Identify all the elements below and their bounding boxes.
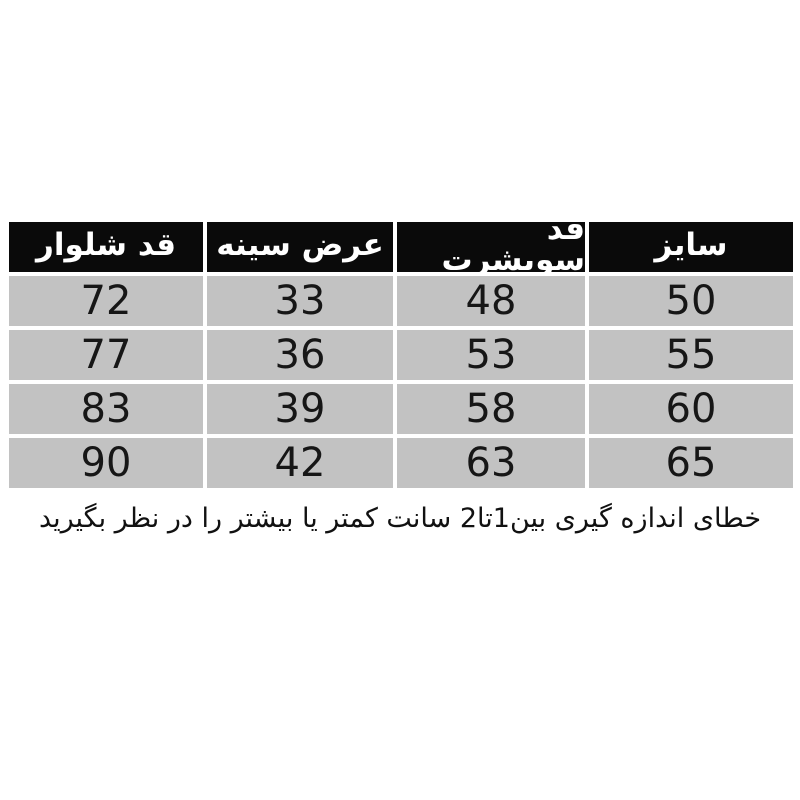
table-cell: 63 [397,438,585,488]
table-cell: 58 [397,384,585,434]
table-cell: 55 [589,330,793,380]
column-header-size: سایز [589,222,793,272]
table-cell: 77 [9,330,203,380]
size-table: سایز قد سویشرت عرض سینه قد شلوار 50 48 3… [9,214,793,488]
measurement-tolerance-note: خطای اندازه گیری بین1تا2 سانت کمتر یا بی… [38,503,762,534]
column-header-chest-width: عرض سینه [207,222,393,272]
table-cell: 60 [589,384,793,434]
table-cell: 53 [397,330,585,380]
table-cell: 50 [589,276,793,326]
table-cell: 39 [207,384,393,434]
table-cell: 33 [207,276,393,326]
table-cell: 83 [9,384,203,434]
table-cell: 72 [9,276,203,326]
column-header-sweatshirt-length: قد سویشرت [397,214,585,276]
table-cell: 42 [207,438,393,488]
table-cell: 48 [397,276,585,326]
column-header-pants-length: قد شلوار [9,222,203,272]
table-cell: 90 [9,438,203,488]
table-cell: 65 [589,438,793,488]
table-cell: 36 [207,330,393,380]
